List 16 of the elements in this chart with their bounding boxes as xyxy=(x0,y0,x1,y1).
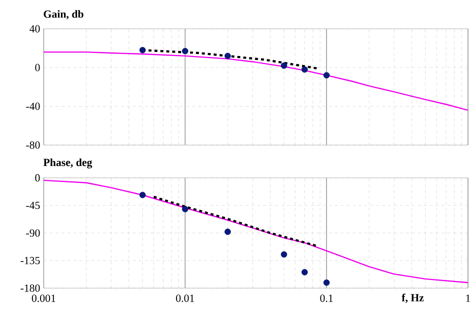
y-tick-label: -180 xyxy=(20,284,40,292)
chart-title: Phase, deg xyxy=(43,158,92,168)
x-axis-title: f, Hz xyxy=(402,294,424,304)
x-tick-label: 0.001 xyxy=(32,294,56,302)
y-tick-label: -40 xyxy=(26,102,40,110)
chart-title: Gain, db xyxy=(44,10,84,20)
y-tick-label: 0 xyxy=(35,174,40,182)
y-tick-label: -135 xyxy=(20,256,40,264)
y-tick-label: 0 xyxy=(35,64,40,72)
y-tick-label: -80 xyxy=(26,141,40,149)
x-tick-label: 0.1 xyxy=(320,294,333,302)
y-tick-label: 40 xyxy=(30,25,40,33)
y-tick-label: -45 xyxy=(26,202,40,210)
y-tick-label: -90 xyxy=(26,229,40,237)
x-tick-label: 1 xyxy=(466,294,470,302)
x-tick-label: 0.01 xyxy=(176,294,194,302)
